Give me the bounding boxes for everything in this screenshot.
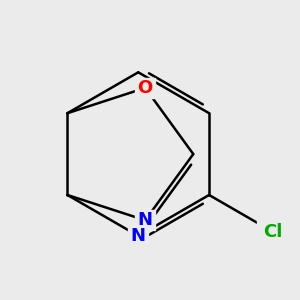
Text: Cl: Cl <box>263 223 283 241</box>
Point <box>136 233 141 238</box>
Point <box>143 218 148 223</box>
Point <box>270 230 275 234</box>
Point <box>143 85 148 90</box>
Text: N: N <box>138 211 153 229</box>
Text: O: O <box>138 79 153 97</box>
Text: N: N <box>131 227 146 245</box>
